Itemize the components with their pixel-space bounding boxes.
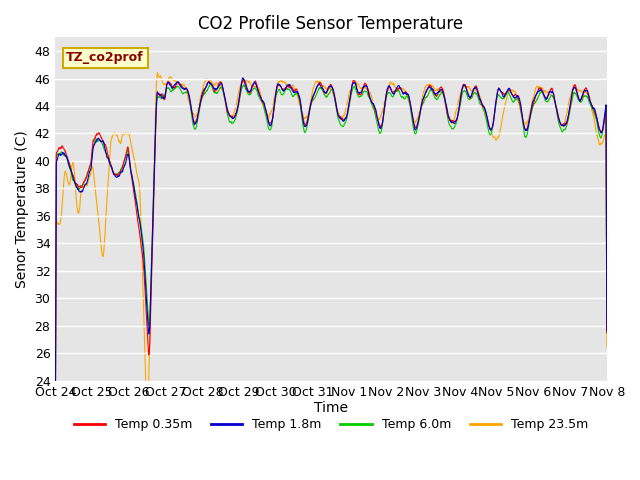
Y-axis label: Senor Temperature (C): Senor Temperature (C) (15, 130, 29, 288)
Legend: Temp 0.35m, Temp 1.8m, Temp 6.0m, Temp 23.5m: Temp 0.35m, Temp 1.8m, Temp 6.0m, Temp 2… (68, 413, 593, 436)
Text: TZ_co2prof: TZ_co2prof (67, 51, 144, 64)
X-axis label: Time: Time (314, 401, 348, 415)
Title: CO2 Profile Sensor Temperature: CO2 Profile Sensor Temperature (198, 15, 463, 33)
